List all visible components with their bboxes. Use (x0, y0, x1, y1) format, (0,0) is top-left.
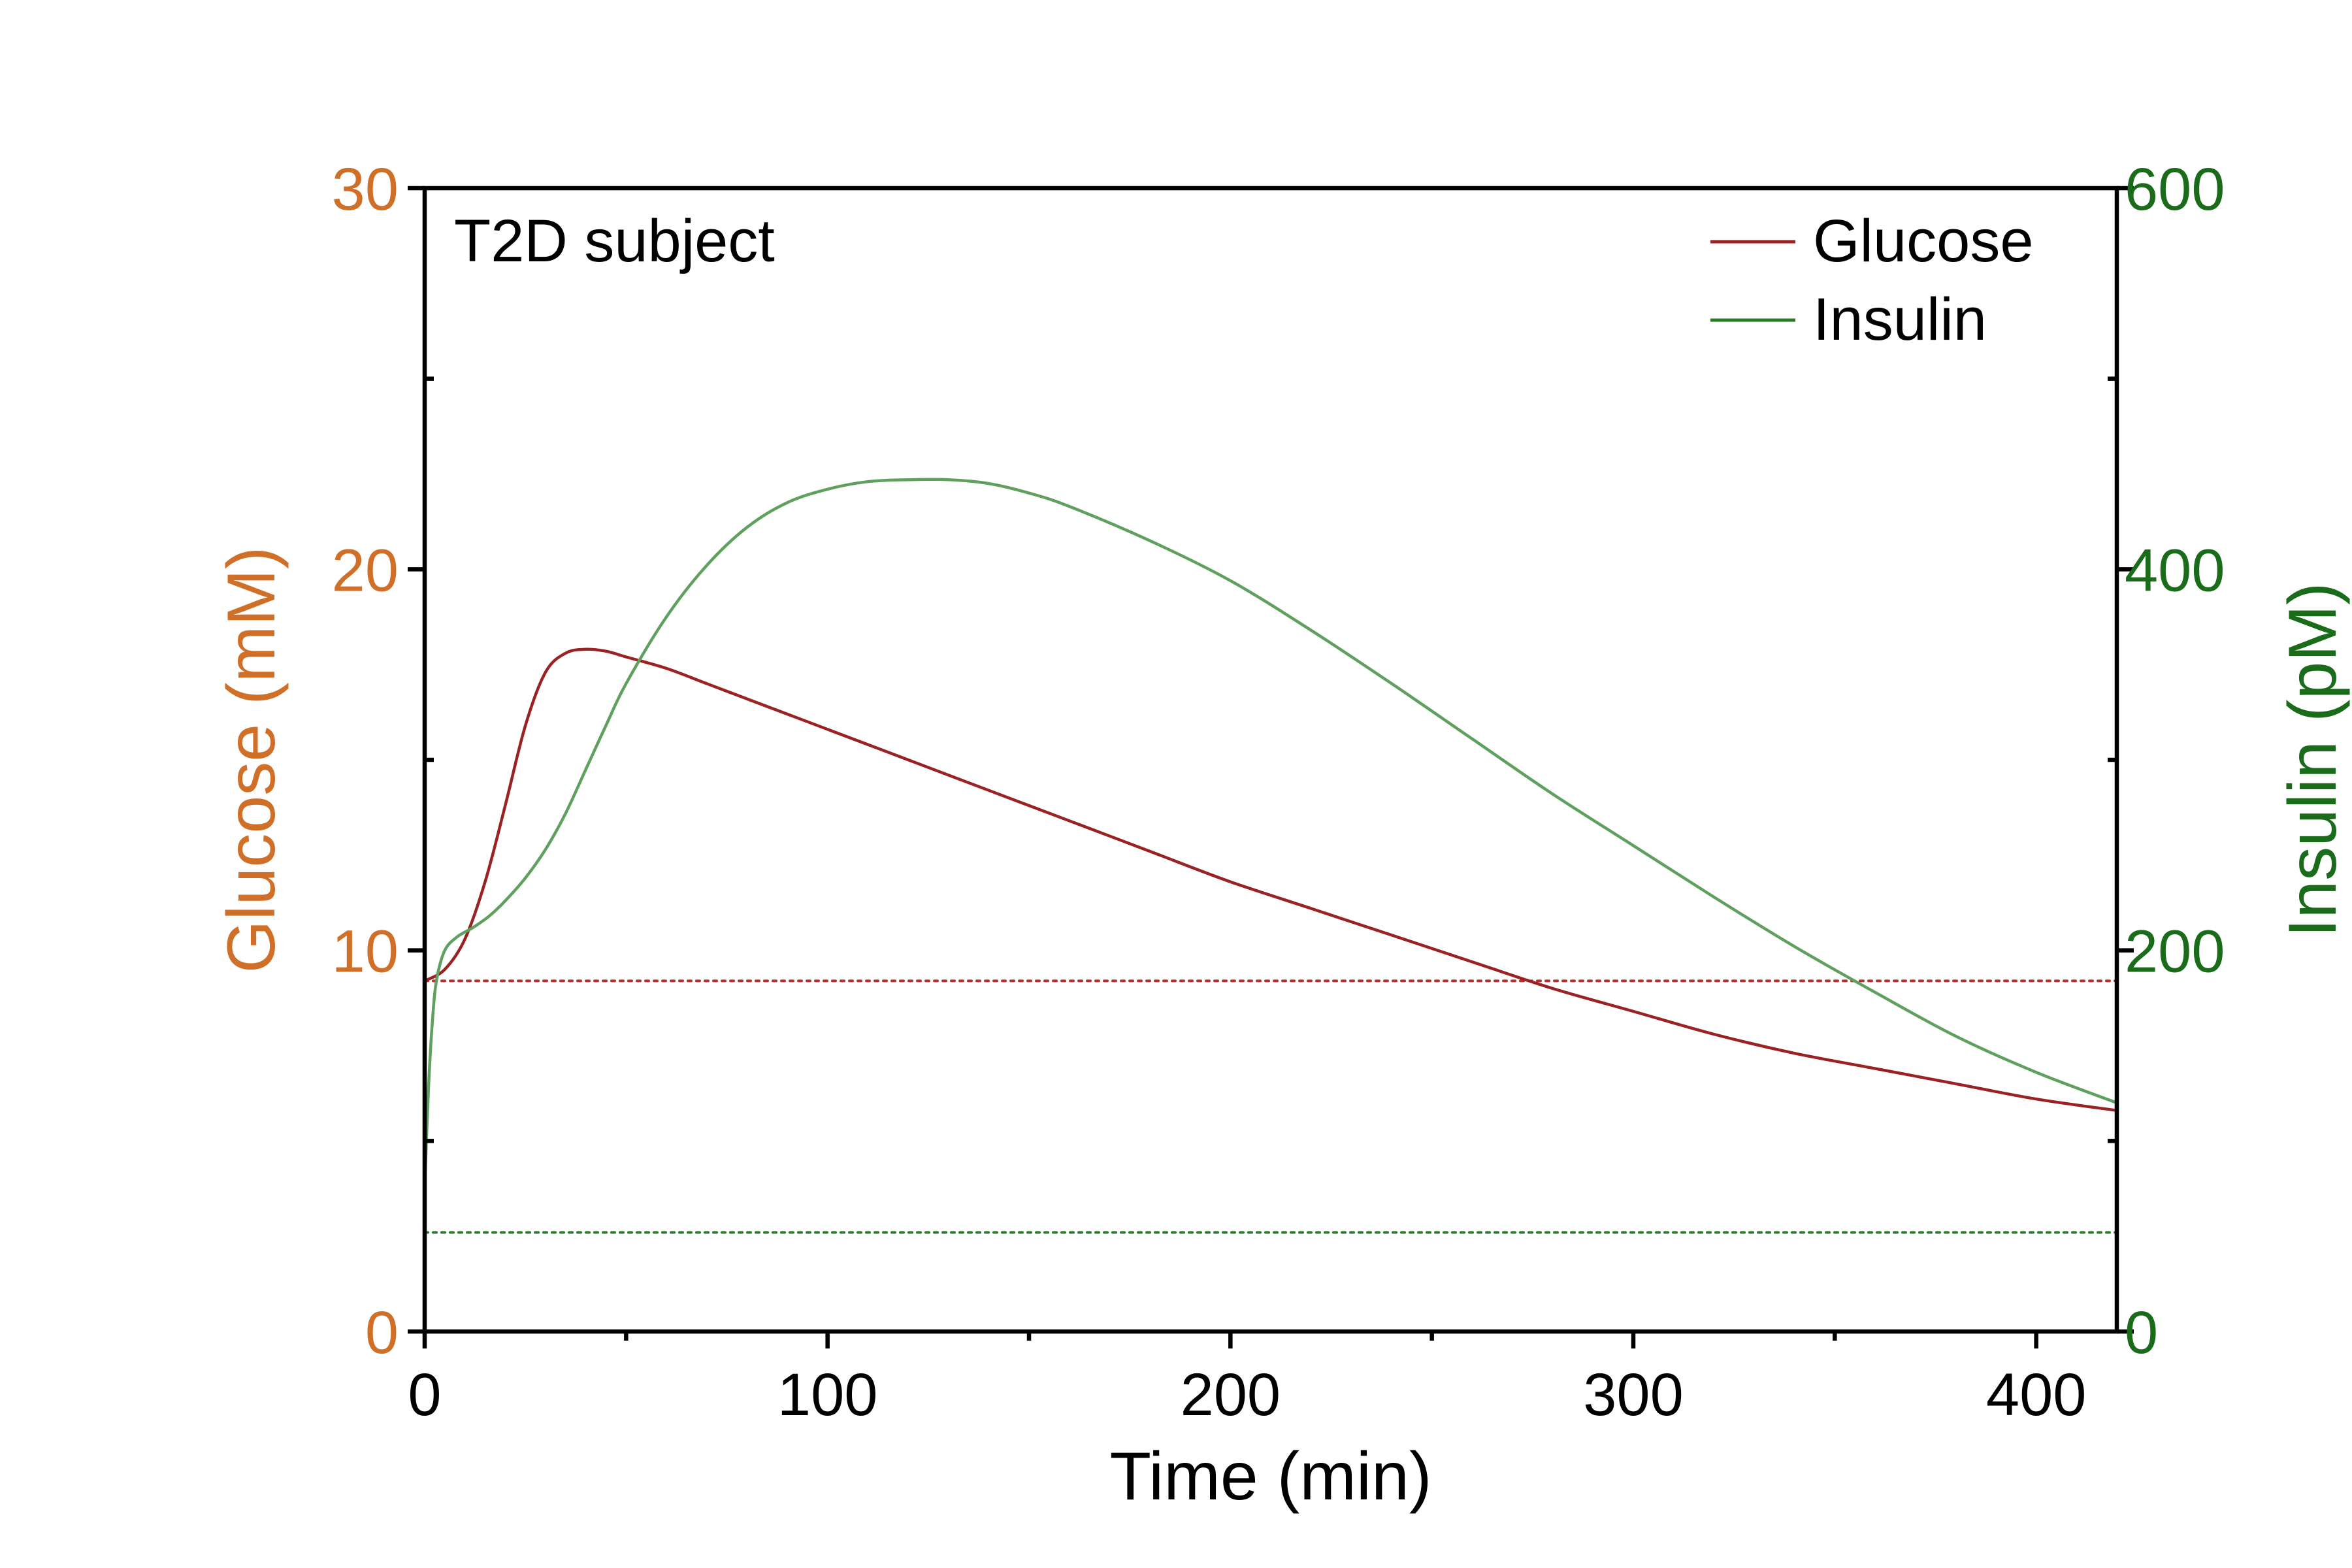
baselines (423, 979, 2118, 1234)
series-line-glucose (423, 647, 2117, 1112)
plot-frame (422, 186, 2119, 1334)
legend: Glucose Insulin (1710, 208, 2034, 353)
y-left-axis-title: Glucose (mM) (214, 547, 289, 973)
y-right-tick-label: 400 (2125, 537, 2225, 604)
series-line-insulin (423, 478, 2117, 1189)
x-tick-label: 0 (408, 1362, 441, 1428)
y-left-tick-label: 20 (332, 537, 399, 604)
y-left-tick-label: 30 (332, 156, 399, 223)
y-left-axis-ticks: 0 10 20 30 (332, 156, 434, 1366)
y-left-tick-label: 10 (332, 919, 399, 985)
x-tick-label: 100 (777, 1362, 878, 1428)
subject-annotation: T2D subject (454, 208, 775, 274)
x-axis-ticks: 0 100 200 300 400 (408, 1331, 2086, 1428)
y-right-axis-ticks: 0 200 400 600 (2108, 156, 2225, 1366)
x-tick-label: 200 (1181, 1362, 1281, 1428)
y-right-tick-label: 600 (2125, 156, 2225, 223)
legend-label-glucose: Glucose (1813, 208, 2034, 274)
y-right-axis-title: Insulin (pM) (2275, 582, 2351, 937)
y-right-tick-label: 0 (2125, 1299, 2158, 1366)
x-tick-label: 400 (1986, 1362, 2087, 1428)
y-right-tick-label: 200 (2125, 919, 2225, 985)
y-left-tick-label: 0 (365, 1299, 399, 1366)
x-axis-title: Time (min) (1110, 1439, 1432, 1514)
x-tick-label: 300 (1583, 1362, 1684, 1428)
legend-label-insulin: Insulin (1813, 286, 1987, 353)
series-lines (423, 478, 2117, 1189)
